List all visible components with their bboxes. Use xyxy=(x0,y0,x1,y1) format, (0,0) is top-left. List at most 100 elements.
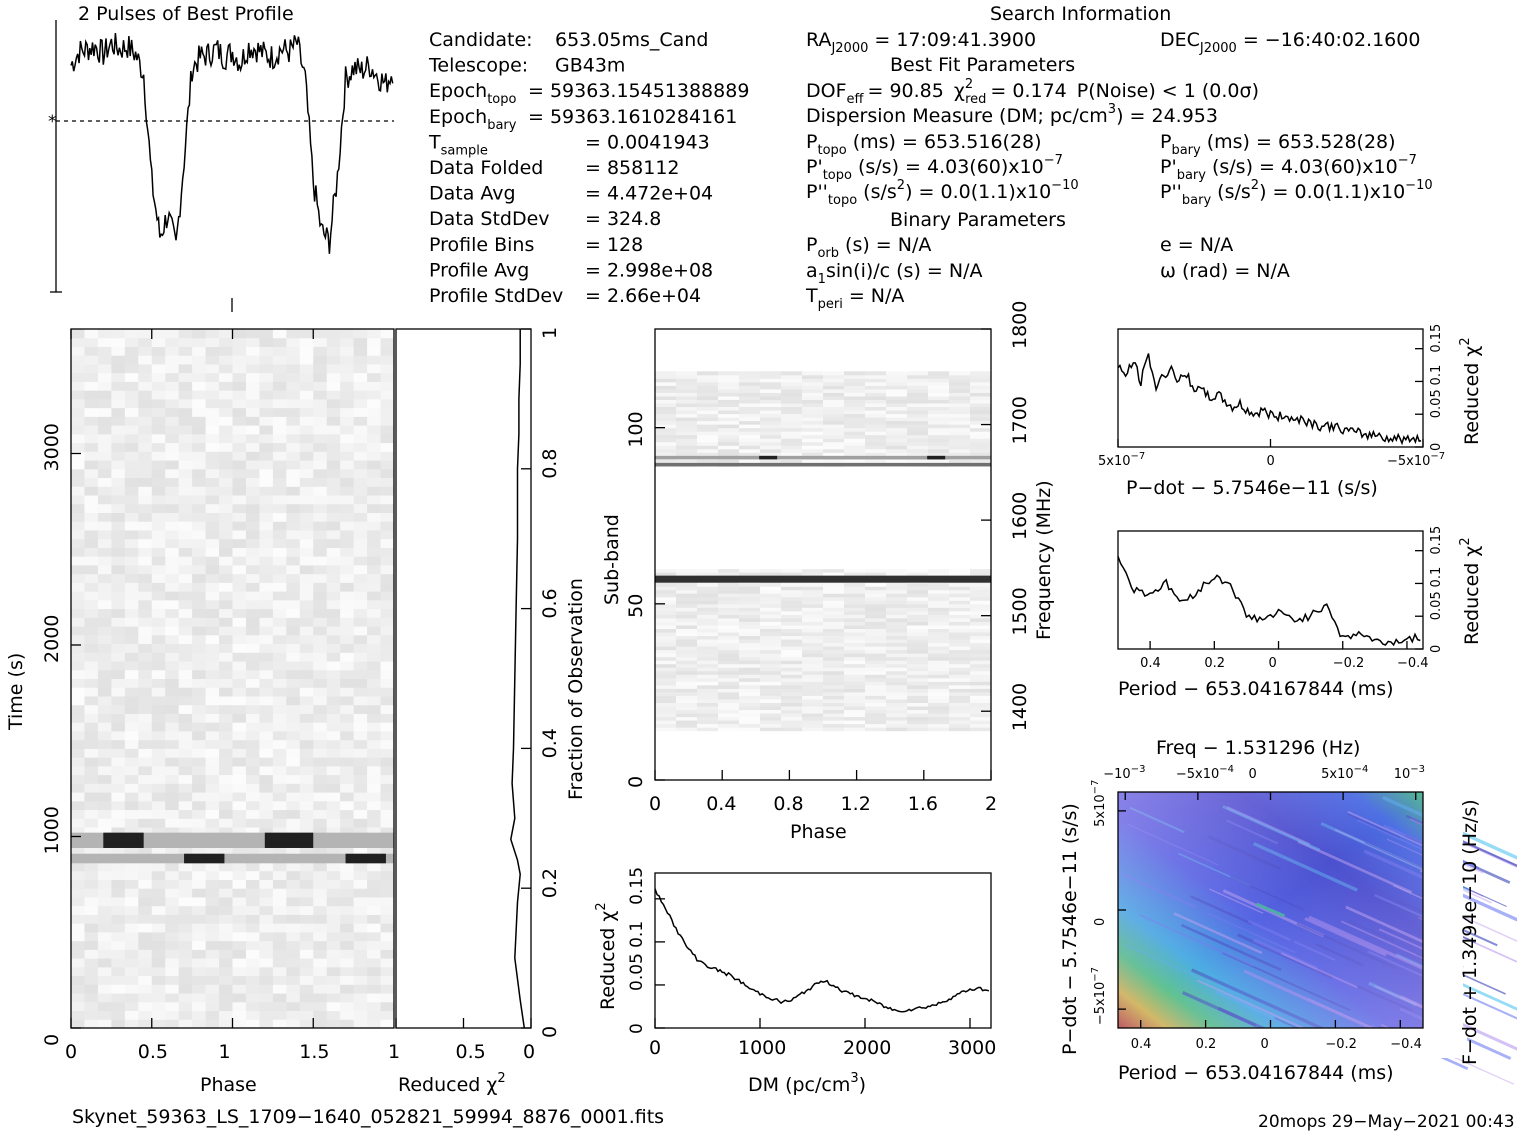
subband-cell xyxy=(718,568,740,573)
subband-cell xyxy=(928,656,950,661)
subband-cell xyxy=(907,684,929,689)
time-phase-cell xyxy=(165,582,180,592)
subband-cell xyxy=(886,487,908,492)
subband-cell xyxy=(928,684,950,689)
subband-cell xyxy=(844,381,866,386)
time-phase-cell xyxy=(84,643,99,653)
dm-xtick-label: 3000 xyxy=(948,1037,996,1059)
time-phase-cell xyxy=(353,529,368,540)
subband-cell xyxy=(739,589,761,594)
subband-cell xyxy=(676,716,698,721)
time-phase-cell xyxy=(192,372,207,382)
subband-cell xyxy=(949,533,971,538)
subband-cell xyxy=(907,378,929,383)
time-phase-cell xyxy=(380,512,395,522)
subband-cell xyxy=(970,695,992,700)
time-phase-cell xyxy=(124,460,139,470)
subband-cell xyxy=(907,441,929,446)
time-phase-ytick-label: 0 xyxy=(41,1034,63,1046)
subband-cell xyxy=(655,473,677,478)
subband-cell xyxy=(718,420,740,425)
subband-cell xyxy=(676,607,698,612)
time-phase-cell xyxy=(299,652,314,662)
time-phase-cell xyxy=(299,678,314,688)
time-phase-cell xyxy=(380,390,395,400)
time-phase-cell xyxy=(245,896,260,907)
subband-cell xyxy=(823,494,845,499)
time-phase-cell xyxy=(111,940,126,950)
time-phase-cell xyxy=(326,521,341,531)
subband-cell xyxy=(760,371,782,376)
subband-cell xyxy=(886,385,908,390)
time-phase-cell xyxy=(286,442,301,452)
subband-cell xyxy=(865,568,887,573)
time-phase-cell xyxy=(340,809,355,819)
time-phase-cell xyxy=(97,416,112,426)
subband-cell xyxy=(823,410,845,415)
subband-cell xyxy=(907,487,929,492)
time-phase-cell xyxy=(326,329,341,339)
subband-cell xyxy=(739,706,761,711)
time-phase-cell xyxy=(299,783,314,793)
subband-cell xyxy=(676,660,698,665)
subband-cell xyxy=(655,533,677,538)
time-phase-cell xyxy=(111,495,126,505)
time-phase-cell xyxy=(299,975,314,985)
time-phase-cell xyxy=(259,661,274,671)
subband-cell xyxy=(865,603,887,608)
subband-cell xyxy=(718,572,740,577)
subband-cell xyxy=(949,448,971,453)
time-phase-ytick-label: 2000 xyxy=(41,615,63,663)
time-phase-cell xyxy=(340,949,355,959)
time-phase-cell xyxy=(232,346,247,356)
subband-cell xyxy=(739,522,761,527)
time-phase-cell xyxy=(124,774,139,784)
time-phase-cell xyxy=(313,512,328,522)
time-phase-cell xyxy=(111,661,126,671)
time-phase-cell xyxy=(245,713,260,723)
time-phase-cell xyxy=(340,975,355,985)
time-phase-cell xyxy=(313,914,328,924)
subband-cell xyxy=(718,632,740,637)
subband-cell xyxy=(970,420,992,425)
subband-cell xyxy=(697,427,719,432)
subband-cell xyxy=(970,515,992,520)
time-phase-cell xyxy=(192,739,207,749)
time-phase-cell xyxy=(380,582,395,592)
subband-cell xyxy=(781,480,803,485)
subband-cell xyxy=(823,508,845,513)
subband-cell xyxy=(760,540,782,545)
subband-cell xyxy=(823,670,845,675)
time-phase-cell xyxy=(192,425,207,435)
footer-filename: Skynet_59363_LS_1709−1640_052821_59994_8… xyxy=(72,1106,664,1128)
subband-cell xyxy=(823,519,845,524)
subband-cell xyxy=(949,639,971,644)
time-phase-cell xyxy=(340,346,355,356)
subband-cell xyxy=(907,413,929,418)
subband-cell xyxy=(739,632,761,637)
subband-cell xyxy=(697,561,719,566)
subband-cell xyxy=(844,653,866,658)
time-phase-cell xyxy=(124,809,139,819)
subband-cell xyxy=(760,420,782,425)
time-phase-cell xyxy=(313,896,328,907)
subband-cell xyxy=(802,610,824,615)
subband-cell xyxy=(949,501,971,506)
time-phase-cell xyxy=(192,809,207,819)
subband-cell xyxy=(886,713,908,718)
time-phase-cell xyxy=(124,643,139,653)
time-phase-band xyxy=(71,853,394,864)
time-phase-cell xyxy=(97,905,112,915)
subband-cell xyxy=(697,723,719,728)
subband-cell xyxy=(802,713,824,718)
subband-cell xyxy=(970,681,992,686)
time-phase-cell xyxy=(259,477,274,487)
time-phase-cell xyxy=(178,564,193,575)
time-phase-cell xyxy=(205,652,220,662)
subband-cell xyxy=(697,716,719,721)
subband-cell xyxy=(865,533,887,538)
subband-cell xyxy=(802,501,824,506)
subband-cell xyxy=(781,434,803,439)
subband-cell xyxy=(655,554,677,559)
time-phase-cell xyxy=(299,870,314,880)
